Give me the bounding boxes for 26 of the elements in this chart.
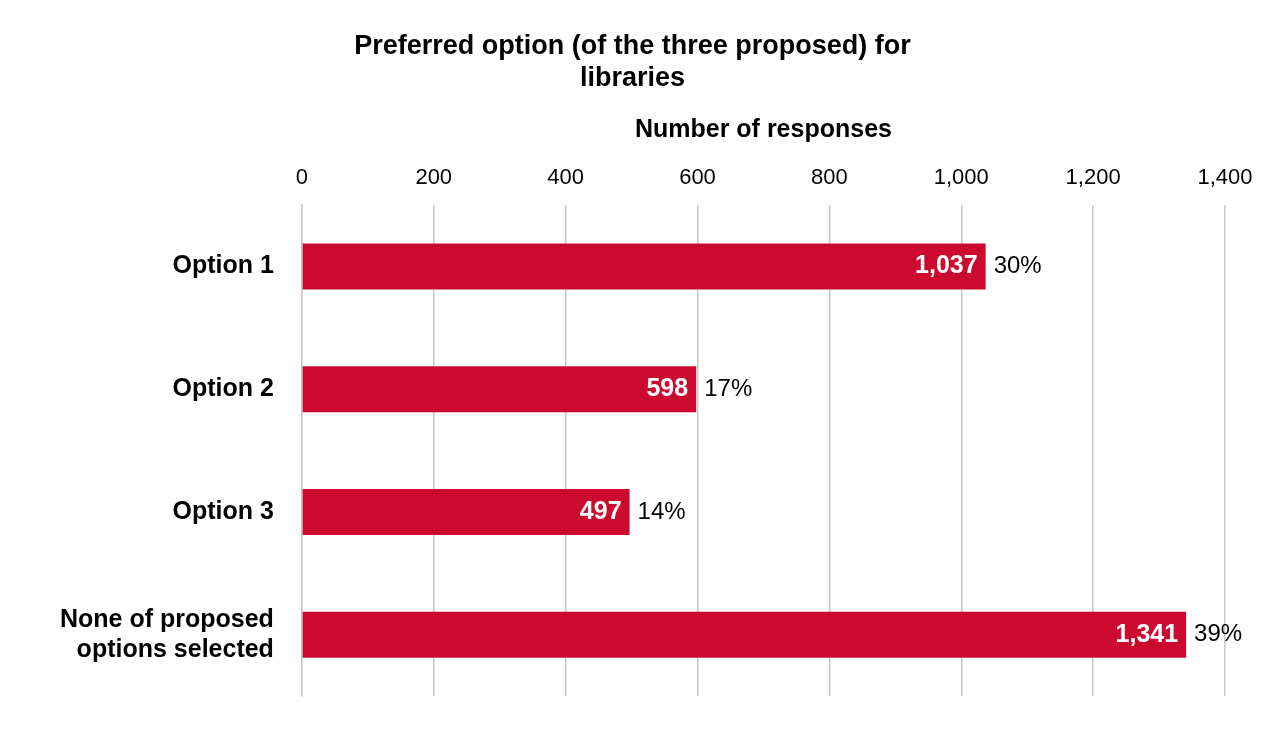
annotation: 14% xyxy=(637,496,686,524)
x-tick-label: 1,400 xyxy=(1197,164,1253,190)
bar xyxy=(302,243,986,290)
x-axis-title: Number of responses xyxy=(634,113,892,142)
x-tick-label: 400 xyxy=(547,164,584,190)
annotation: 39% xyxy=(1194,619,1243,647)
x-tick-label: 0 xyxy=(295,164,308,190)
y-tick-label: Option 3 xyxy=(172,495,274,524)
chart-title: Preferred option (of the three proposed) for libraries xyxy=(354,29,912,93)
x-tick-label: 1,200 xyxy=(1065,164,1121,190)
x-tick-label: 200 xyxy=(415,164,453,190)
data-label: 497 xyxy=(579,495,622,524)
data-label: 1,341 xyxy=(1115,618,1179,647)
y-tick-label: Option 2 xyxy=(172,373,274,402)
x-tick-label: 600 xyxy=(679,164,716,190)
y-tick-label: None of proposed options selected xyxy=(59,603,274,662)
annotation: 17% xyxy=(704,373,753,401)
data-label: 598 xyxy=(646,373,689,402)
bar xyxy=(302,366,697,413)
y-tick-label: Option 1 xyxy=(172,250,274,279)
bar xyxy=(302,488,630,535)
x-tick-label: 800 xyxy=(811,164,848,190)
x-tick-label: 1,000 xyxy=(933,164,989,190)
bar xyxy=(302,611,1187,658)
data-label: 1,037 xyxy=(915,250,978,279)
annotation: 30% xyxy=(993,251,1042,279)
